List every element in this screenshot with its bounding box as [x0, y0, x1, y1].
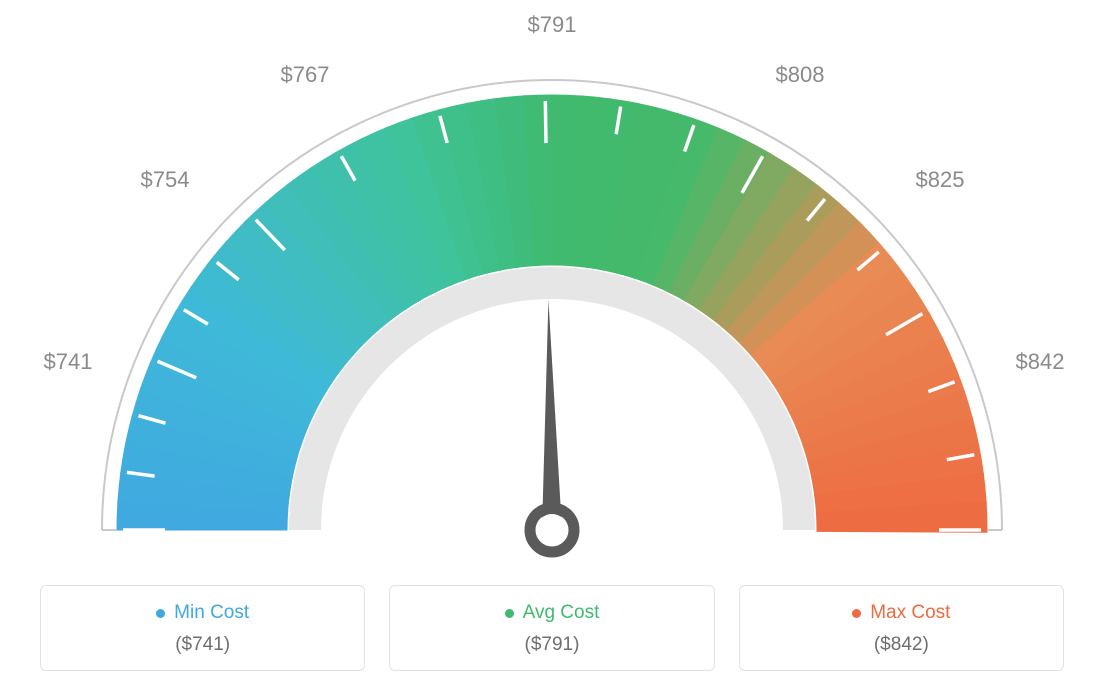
dot-icon	[156, 609, 165, 618]
legend-title-label: Max Cost	[870, 602, 950, 624]
legend-card-max: Max Cost ($842)	[739, 585, 1064, 671]
cost-gauge-chart: $741 $754 $767 $791 $808 $825 $842	[0, 0, 1104, 575]
gauge-tick-label: $754	[141, 167, 190, 193]
gauge-tick-label: $842	[1016, 349, 1065, 375]
legend-title-label: Min Cost	[174, 602, 249, 624]
dot-icon	[852, 609, 861, 618]
legend-card-min: Min Cost ($741)	[40, 585, 365, 671]
legend-title-max: Max Cost	[852, 602, 950, 624]
legend-card-avg: Avg Cost ($791)	[389, 585, 714, 671]
legend-title-min: Min Cost	[156, 602, 249, 624]
gauge-tick-label: $825	[916, 167, 965, 193]
legend-value-avg: ($791)	[400, 634, 703, 656]
gauge-tick-label: $791	[528, 12, 577, 38]
legend-row: Min Cost ($741) Avg Cost ($791) Max Cost…	[0, 585, 1104, 671]
gauge-tick-label: $808	[776, 62, 825, 88]
legend-value-max: ($842)	[750, 634, 1053, 656]
gauge-svg	[0, 0, 1104, 575]
dot-icon	[505, 609, 514, 618]
legend-title-label: Avg Cost	[523, 602, 600, 624]
legend-title-avg: Avg Cost	[505, 602, 600, 624]
gauge-tick-label: $741	[44, 349, 93, 375]
legend-value-min: ($741)	[51, 634, 354, 656]
gauge-tick-label: $767	[281, 62, 330, 88]
